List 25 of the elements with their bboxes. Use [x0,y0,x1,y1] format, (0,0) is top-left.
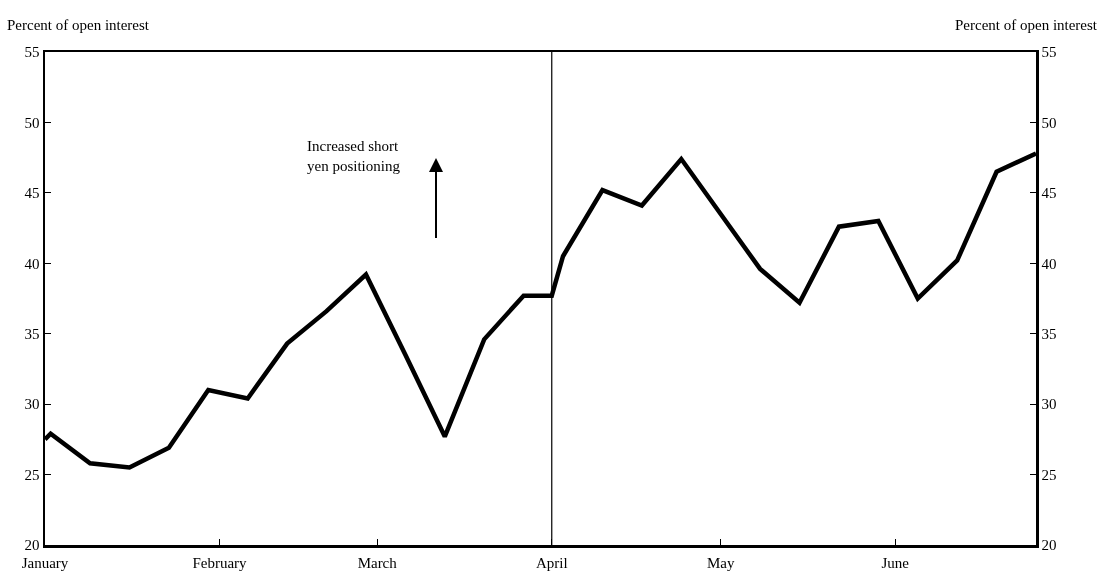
y-tick-label: 35 [24,325,40,342]
y2-axis-title: Percent of open interest [955,17,1097,33]
x-tick-label: May [706,554,735,571]
y-tick-label: 55 [24,44,40,61]
y-tick-label: 20 [24,537,40,554]
y-axis-title: Percent of open interest [7,17,150,33]
y-tick-label: 45 [24,185,40,202]
x-tick-label: January [21,554,69,571]
annotation: Increased short yen positioning [307,138,401,174]
x-tick-label: February [192,554,248,571]
y-tick-label: 50 [24,114,40,131]
y-tick-label: 25 [24,466,40,483]
y-tick-label: 40 [24,255,40,272]
y2-tick-label: 55 [1041,44,1057,61]
x-tick-label: June [881,554,910,571]
y2-tick-label: 45 [1041,185,1057,202]
y2-tick-label: 35 [1041,325,1057,342]
y-tick-label: 30 [24,396,40,413]
x-tick-label: April [535,554,568,571]
y2-tick-label: 20 [1041,537,1057,554]
x-tick-label: March [357,554,398,571]
y2-tick-label: 50 [1041,114,1057,131]
y2-tick-label: 30 [1041,396,1057,413]
y2-tick-label: 25 [1041,466,1057,483]
y2-tick-label: 40 [1041,255,1057,272]
